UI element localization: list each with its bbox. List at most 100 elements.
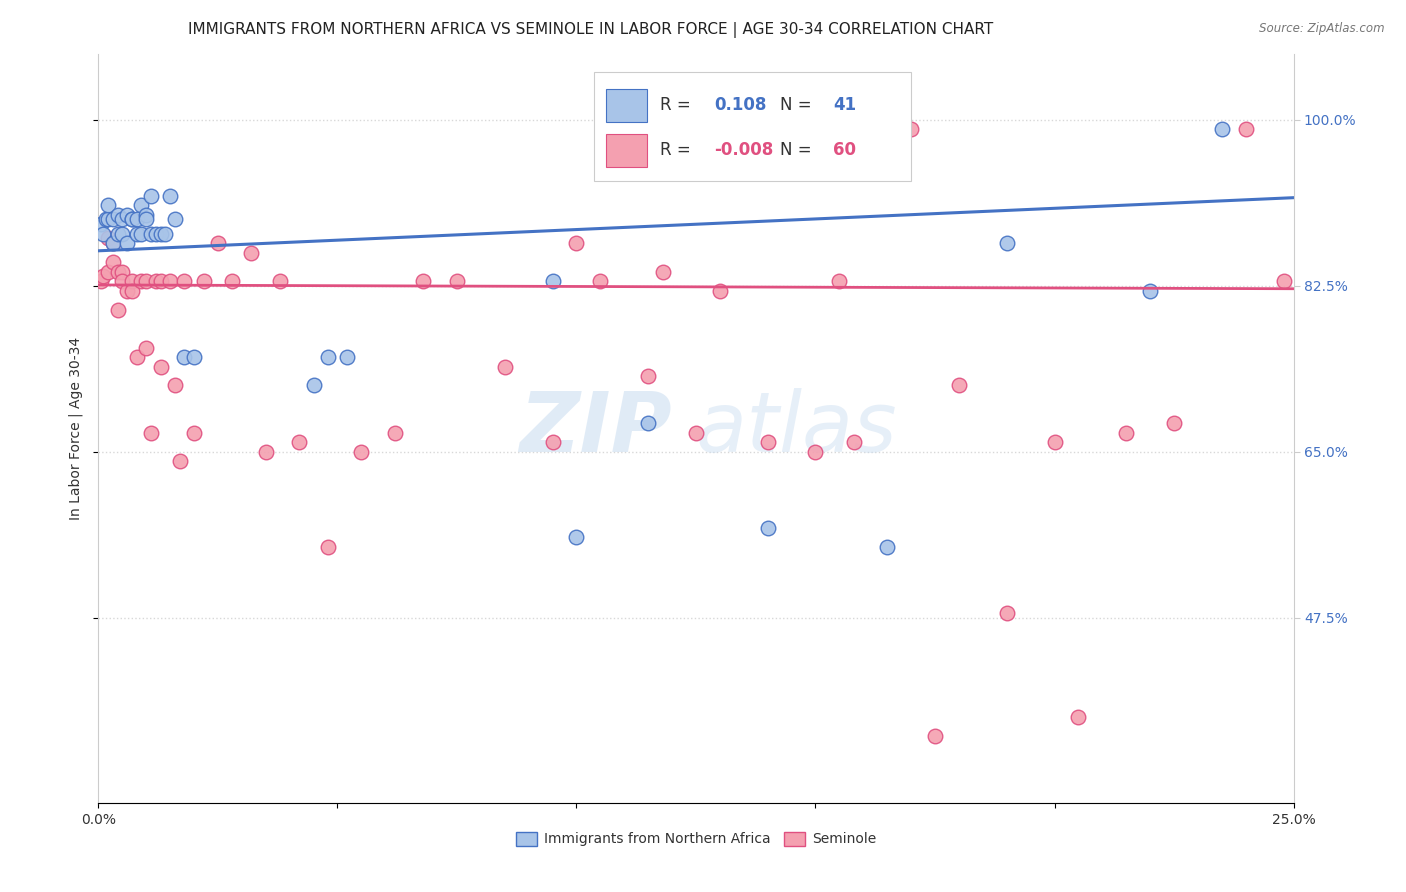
Text: R =: R = [661, 96, 696, 114]
FancyBboxPatch shape [595, 72, 911, 181]
Point [94, 212, 117, 227]
Point [121, 284, 143, 298]
Point [97, 231, 120, 245]
Point [685, 425, 707, 440]
Text: IMMIGRANTS FROM NORTHERN AFRICA VS SEMINOLE IN LABOR FORCE | AGE 30-34 CORRELATI: IMMIGRANTS FROM NORTHERN AFRICA VS SEMIN… [188, 22, 993, 38]
Point [756, 435, 779, 450]
Point [125, 227, 148, 241]
FancyBboxPatch shape [606, 88, 647, 121]
Point [101, 236, 124, 251]
Point [145, 227, 167, 241]
Point [350, 445, 373, 459]
Point [565, 236, 588, 251]
Point [1163, 417, 1185, 431]
Point [1139, 284, 1161, 298]
Point [107, 227, 129, 241]
Point [995, 606, 1018, 620]
Point [541, 435, 564, 450]
Text: 41: 41 [834, 96, 856, 114]
Text: ZIP: ZIP [519, 388, 672, 468]
Point [494, 359, 516, 374]
Point [756, 521, 779, 535]
Point [149, 359, 172, 374]
Point [240, 245, 263, 260]
Point [101, 236, 124, 251]
Point [97, 212, 120, 227]
Point [842, 435, 865, 450]
Point [336, 350, 359, 364]
Point [159, 188, 181, 202]
Point [1115, 425, 1137, 440]
Point [139, 188, 162, 202]
Point [135, 341, 157, 355]
Point [135, 208, 157, 222]
Point [111, 212, 134, 227]
Point [412, 274, 434, 288]
Y-axis label: In Labor Force | Age 30-34: In Labor Force | Age 30-34 [69, 336, 83, 520]
Point [316, 350, 339, 364]
Point [637, 369, 659, 384]
Point [111, 227, 134, 241]
Point [804, 445, 827, 459]
Point [183, 425, 205, 440]
Point [1211, 122, 1233, 136]
Point [159, 274, 181, 288]
Point [91, 269, 114, 284]
Point [107, 302, 129, 317]
Text: 0.108: 0.108 [714, 96, 766, 114]
Point [115, 208, 138, 222]
Point [651, 265, 673, 279]
Point [193, 274, 215, 288]
Point [101, 212, 124, 227]
Text: 60: 60 [834, 141, 856, 159]
Point [115, 284, 138, 298]
Point [125, 350, 148, 364]
Point [183, 350, 205, 364]
Point [924, 730, 946, 744]
Point [565, 530, 588, 544]
Point [541, 274, 564, 288]
Point [995, 236, 1018, 251]
Point [107, 208, 129, 222]
Point [139, 425, 162, 440]
Point [90, 217, 112, 231]
Point [163, 378, 186, 392]
Point [269, 274, 291, 288]
Point [125, 212, 148, 227]
Point [131, 274, 153, 288]
Point [91, 227, 114, 241]
Point [131, 227, 153, 241]
Point [155, 227, 177, 241]
Point [145, 274, 167, 288]
Point [90, 274, 112, 288]
Text: N =: N = [779, 141, 817, 159]
Point [1043, 435, 1066, 450]
Point [101, 255, 124, 269]
Point [111, 265, 134, 279]
Point [173, 274, 195, 288]
Point [316, 540, 339, 554]
Point [709, 284, 731, 298]
Point [828, 274, 851, 288]
Text: R =: R = [661, 141, 696, 159]
Point [139, 227, 162, 241]
Point [221, 274, 243, 288]
Point [169, 454, 191, 468]
Point [121, 212, 143, 227]
Point [637, 417, 659, 431]
Point [111, 274, 134, 288]
Point [207, 236, 229, 251]
Point [115, 236, 138, 251]
Point [97, 265, 120, 279]
Point [135, 274, 157, 288]
Point [163, 212, 186, 227]
Point [149, 227, 172, 241]
Point [173, 350, 195, 364]
Point [589, 274, 612, 288]
FancyBboxPatch shape [606, 134, 647, 167]
Point [876, 540, 898, 554]
Point [948, 378, 970, 392]
Text: -0.008: -0.008 [714, 141, 773, 159]
Text: N =: N = [779, 96, 817, 114]
Point [302, 378, 325, 392]
